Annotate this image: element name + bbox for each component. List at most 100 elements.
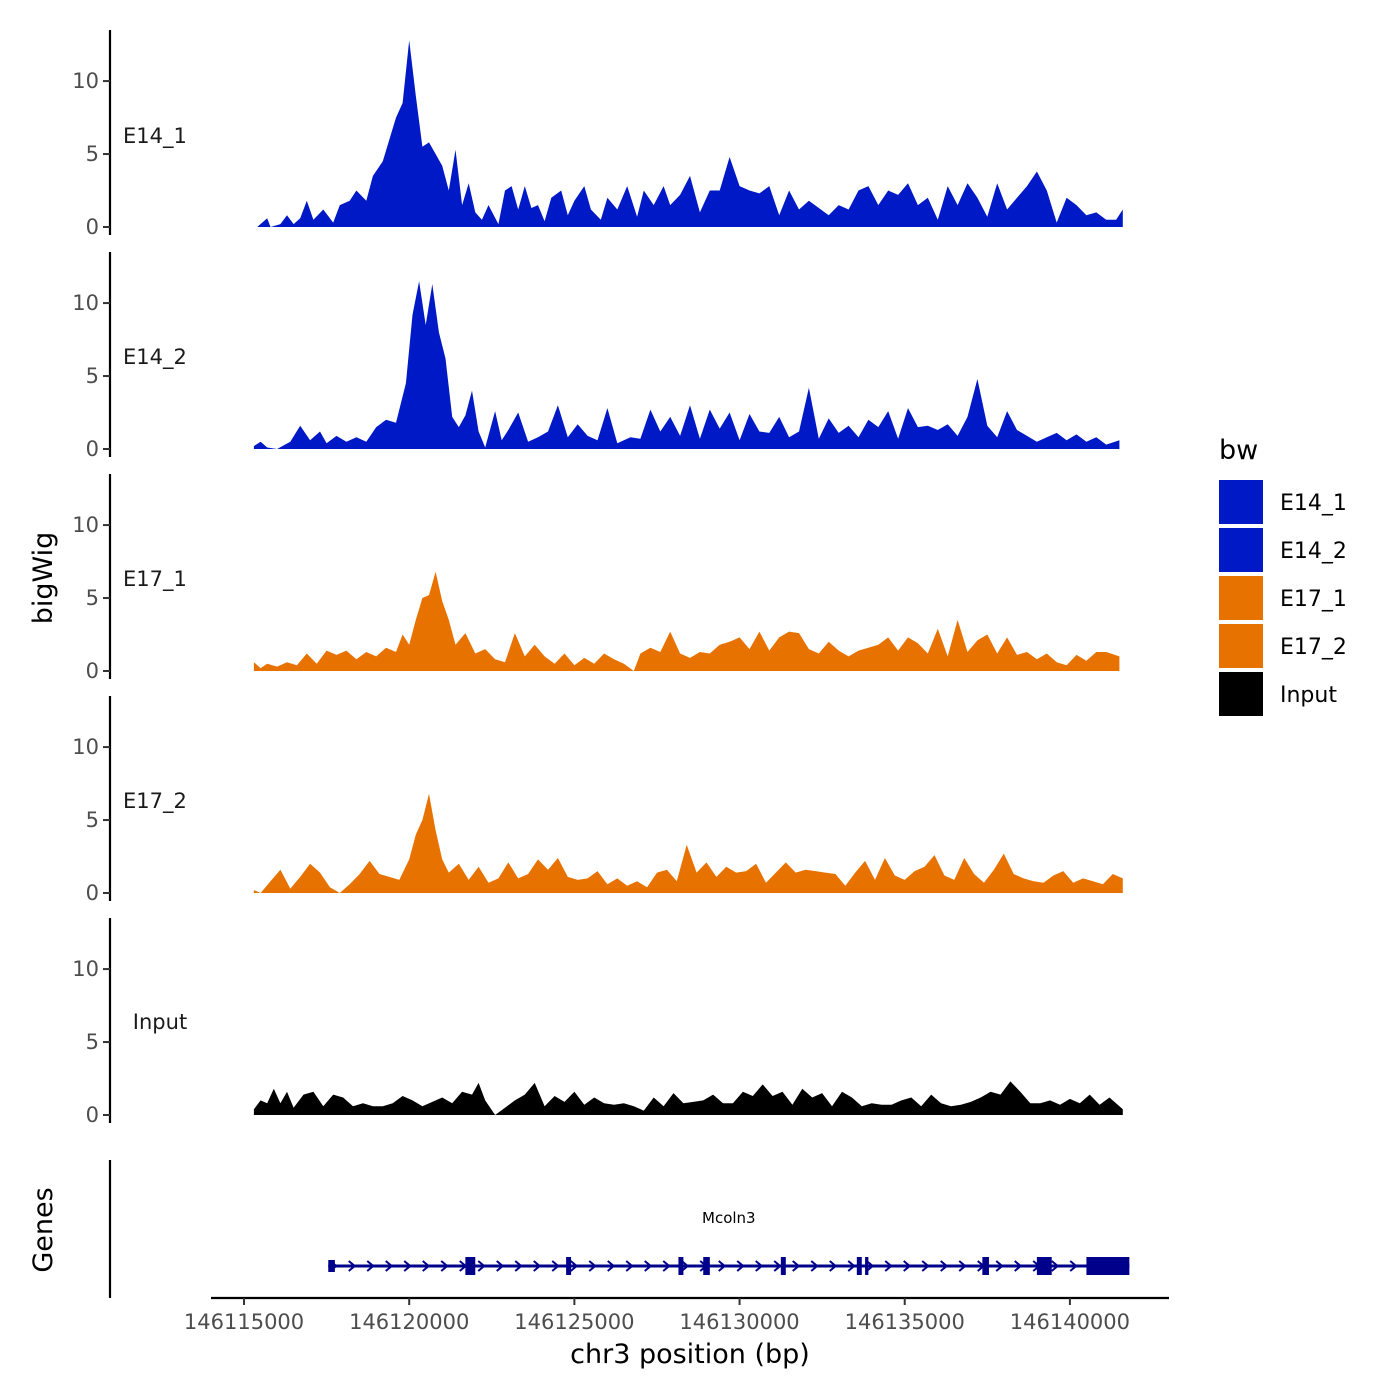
signal-area [253,793,1123,893]
strand-arrow [755,1260,764,1272]
strand-arrow [847,1260,856,1272]
exon [465,1257,476,1275]
strand-arrow [921,1260,930,1272]
y-tick-label: 10 [72,291,99,315]
x-tick-label: 146140000 [1010,1310,1130,1334]
strand-arrow [903,1260,912,1272]
gene-name: Mcoln3 [702,1209,756,1227]
strand-arrow [1051,1260,1060,1272]
strand-arrow [681,1260,690,1272]
x-tick-label: 146130000 [679,1310,799,1334]
x-tick-label: 146115000 [184,1310,304,1334]
track-label: E17_1 [123,567,187,592]
strand-arrow [514,1260,523,1272]
x-tick-label: 146120000 [349,1310,469,1334]
x-axis: 146115000 146120000 146125000 146130000 1461… [184,1296,1169,1334]
strand-arrow [551,1260,560,1272]
exon [703,1257,710,1275]
y-tick-label: 0 [86,437,99,461]
y-tick-label: 10 [72,513,99,537]
signal-tracks: 0 5 10 E14_1 0 5 10 E14_2 0 5 10 E17_1 0 5 10 E17_2 0 5 10… [72,30,1123,1127]
legend-title: bw [1219,435,1258,466]
track-label: E14_2 [123,345,187,370]
strand-arrow [792,1260,801,1272]
y-tick-label: 0 [86,659,99,683]
strand-arrow [810,1260,819,1272]
strand-arrow [496,1260,505,1272]
strand-arrow [348,1260,357,1272]
y-tick-label: 10 [72,957,99,981]
exon [865,1257,869,1275]
strand-arrow [884,1260,893,1272]
exon [780,1257,786,1275]
strand-arrow [477,1260,486,1272]
strand-arrow [588,1260,597,1272]
strand-arrow [995,1260,1004,1272]
exon [678,1257,684,1275]
strand-arrow [403,1260,412,1272]
strand-arrow [773,1260,782,1272]
legend-label: E17_2 [1280,635,1347,660]
signal-area [253,571,1120,671]
legend-swatch [1219,480,1263,524]
legend-swatch [1219,528,1263,572]
track-e17-2: 0 5 10 E17_2 [72,696,1123,905]
exon [856,1257,862,1275]
legend: bw E14_1 E14_2 E17_1 E17_2 Input [1219,435,1347,716]
exon [982,1257,989,1275]
y-tick-label: 5 [86,1030,99,1054]
y-tick-label: 10 [72,69,99,93]
exon [1036,1257,1052,1275]
legend-label: Input [1280,683,1337,708]
strand-arrow [958,1260,967,1272]
strand-arrow [866,1260,875,1272]
strand-arrow [644,1260,653,1272]
legend-label: E14_2 [1280,539,1347,564]
strand-arrow [1069,1260,1078,1272]
strand-arrow [607,1260,616,1272]
strand-arrow [422,1260,431,1272]
track-e14-1: 0 5 10 E14_1 [72,30,1123,239]
gene-track: Mcoln3 [108,1160,1130,1298]
genes-axis-title: Genes [28,1187,59,1272]
y-tick-label: 5 [86,586,99,610]
y-tick-label: 5 [86,808,99,832]
y-tick-label: 10 [72,735,99,759]
strand-arrow [440,1260,449,1272]
x-tick-label: 146125000 [514,1310,634,1334]
x-axis-title: chr3 position (bp) [570,1339,810,1370]
strand-arrow [533,1260,542,1272]
strand-arrow [662,1260,671,1272]
strand-arrow [625,1260,634,1272]
y-tick-label: 5 [86,364,99,388]
strand-arrow [385,1260,394,1272]
strand-arrow [570,1260,579,1272]
x-tick-label: 146135000 [845,1310,965,1334]
y-tick-label: 0 [86,215,99,239]
y-axis-title: bigWig [28,532,59,625]
y-tick-label: 0 [86,1103,99,1127]
legend-swatch [1219,672,1263,716]
exon [1086,1257,1130,1275]
strand-arrow [366,1260,375,1272]
strand-arrow [829,1260,838,1272]
signal-area [253,281,1120,449]
exon [566,1257,572,1275]
y-tick-label: 0 [86,881,99,905]
legend-swatch [1219,624,1263,668]
track-e17-1: 0 5 10 E17_1 [72,474,1120,683]
track-input: 0 5 10 Input [72,918,1123,1127]
legend-label: E14_1 [1280,491,1347,516]
strand-arrow [940,1260,949,1272]
strand-arrow [736,1260,745,1272]
exon [328,1260,335,1272]
legend-label: E17_1 [1280,587,1347,612]
y-tick-label: 5 [86,142,99,166]
strand-arrow [718,1260,727,1272]
strand-arrow [1014,1260,1023,1272]
track-label: E14_1 [123,124,187,149]
track-label: Input [133,1010,187,1034]
legend-swatch [1219,576,1263,620]
signal-area [253,1081,1123,1115]
